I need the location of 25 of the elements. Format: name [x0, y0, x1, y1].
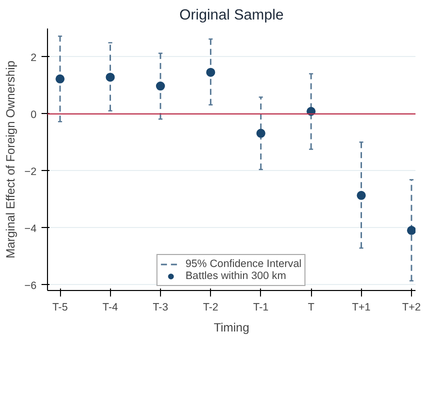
x-tick-label: T+2	[402, 302, 421, 314]
legend-label: Battles within 300 km	[185, 270, 286, 282]
point	[406, 226, 416, 235]
x-tick-label: T-2	[202, 302, 218, 314]
y-tick-label: −2	[24, 166, 37, 178]
y-tick-label: 2	[30, 52, 37, 64]
x-tick-label: T	[308, 302, 315, 314]
chart-title: Original Sample	[179, 8, 284, 24]
y-tick-label: −4	[24, 222, 37, 235]
annotation: 95% Confidence Interval	[185, 258, 302, 270]
y-tick-label: 0	[30, 108, 37, 121]
x-tick-label: T-3	[152, 302, 168, 314]
x-axis-title: Timing	[214, 320, 250, 334]
point	[206, 68, 216, 77]
x-tick-label: T-1	[253, 302, 269, 314]
y-tick-label: −6	[24, 280, 37, 292]
x-tick-label: T+1	[352, 302, 371, 314]
x-tick-label: T-4	[102, 302, 118, 314]
point	[56, 74, 65, 84]
x-tick-label: T-5	[52, 302, 68, 314]
y-axis-title: Marginal Effect of Foreign Ownership	[3, 60, 18, 258]
point	[156, 82, 165, 91]
point	[356, 190, 366, 200]
point	[106, 72, 115, 82]
point	[256, 128, 266, 138]
